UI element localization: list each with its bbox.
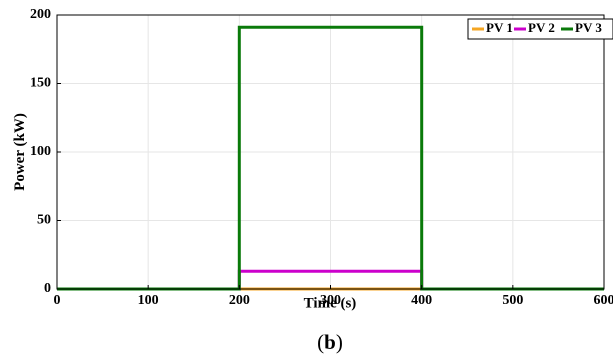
- x-axis-label: Time (s): [304, 296, 357, 312]
- legend-label: PV 2: [528, 20, 555, 35]
- y-tick-label: 150: [30, 76, 51, 91]
- y-axis-ticks: 0 50 100 150 200: [30, 7, 61, 296]
- legend-label: PV 1: [486, 20, 513, 35]
- y-tick-label: 0: [44, 281, 51, 296]
- x-tick-label: 400: [411, 293, 432, 308]
- figure-caption: (b): [317, 330, 343, 354]
- x-tick-label: 200: [229, 293, 250, 308]
- y-tick-label: 50: [37, 213, 51, 228]
- y-axis-label: Power (kW): [12, 113, 28, 191]
- y-tick-label: 200: [30, 7, 51, 22]
- x-axis-ticks: 0 100 200 300 400 500 600: [54, 285, 613, 308]
- legend-label: PV 3: [575, 20, 602, 35]
- x-tick-label: 0: [54, 293, 61, 308]
- x-tick-label: 300: [320, 293, 341, 308]
- x-tick-label: 500: [502, 293, 523, 308]
- legend: PV 1 PV 2 PV 3: [467, 18, 613, 40]
- legend-box: [467, 18, 613, 40]
- x-tick-label: 600: [594, 293, 613, 308]
- y-tick-label: 100: [30, 144, 51, 159]
- x-tick-label: 100: [138, 293, 159, 308]
